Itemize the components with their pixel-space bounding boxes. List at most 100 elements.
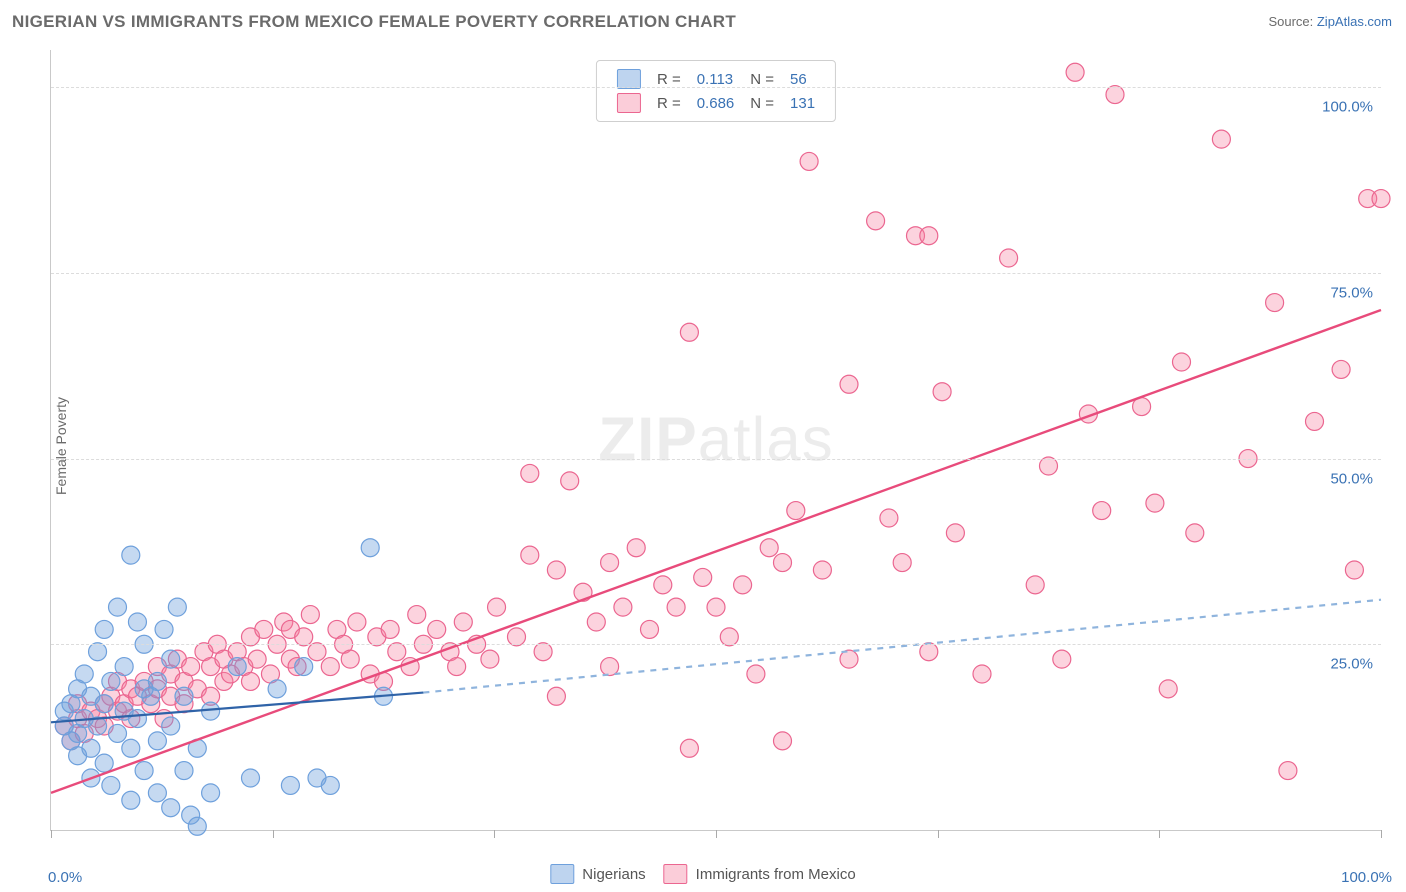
point-blue: [102, 776, 120, 794]
point-pink: [521, 546, 539, 564]
gridline: [51, 644, 1381, 645]
plot-area: ZIPatlas R = 0.113 N = 56 R = 0.686 N = …: [50, 50, 1381, 831]
point-pink: [341, 650, 359, 668]
point-blue: [162, 717, 180, 735]
point-blue: [228, 658, 246, 676]
point-blue: [148, 784, 166, 802]
point-pink: [920, 227, 938, 245]
point-pink: [1026, 576, 1044, 594]
point-pink: [1159, 680, 1177, 698]
x-axis-min-label: 0.0%: [48, 869, 82, 886]
point-pink: [1266, 294, 1284, 312]
point-blue: [75, 665, 93, 683]
trend-line-blue-dash: [423, 600, 1381, 693]
point-blue: [361, 539, 379, 557]
point-blue: [202, 784, 220, 802]
point-pink: [734, 576, 752, 594]
point-pink: [242, 672, 260, 690]
point-blue: [155, 620, 173, 638]
point-pink: [680, 739, 698, 757]
point-blue: [242, 769, 260, 787]
point-blue: [168, 598, 186, 616]
bottom-legend: Nigerians Immigrants from Mexico: [550, 864, 855, 884]
point-pink: [255, 620, 273, 638]
point-pink: [448, 658, 466, 676]
source-label: Source: ZipAtlas.com: [1268, 14, 1392, 29]
x-tick: [273, 830, 274, 838]
point-pink: [547, 687, 565, 705]
point-pink: [381, 620, 399, 638]
legend-r-label: R =: [649, 91, 689, 115]
point-pink: [534, 643, 552, 661]
gridline: [51, 459, 1381, 460]
point-pink: [601, 554, 619, 572]
point-pink: [1212, 130, 1230, 148]
point-pink: [694, 568, 712, 586]
point-blue: [122, 739, 140, 757]
point-pink: [348, 613, 366, 631]
source-prefix: Source:: [1268, 14, 1316, 29]
point-pink: [1000, 249, 1018, 267]
chart-container: NIGERIAN VS IMMIGRANTS FROM MEXICO FEMAL…: [0, 0, 1406, 892]
point-pink: [813, 561, 831, 579]
point-pink: [321, 658, 339, 676]
point-pink: [1345, 561, 1363, 579]
point-pink: [508, 628, 526, 646]
x-tick: [51, 830, 52, 838]
point-blue: [109, 598, 127, 616]
point-pink: [428, 620, 446, 638]
point-pink: [680, 323, 698, 341]
legend-row-pink: R = 0.686 N = 131: [609, 91, 823, 115]
point-pink: [308, 643, 326, 661]
point-pink: [561, 472, 579, 490]
point-blue: [188, 817, 206, 835]
point-blue: [175, 762, 193, 780]
point-pink: [641, 620, 659, 638]
source-link[interactable]: ZipAtlas.com: [1317, 14, 1392, 29]
point-pink: [587, 613, 605, 631]
point-blue: [162, 650, 180, 668]
gridline: [51, 87, 1381, 88]
point-blue: [175, 687, 193, 705]
chart-title: NIGERIAN VS IMMIGRANTS FROM MEXICO FEMAL…: [12, 12, 736, 32]
point-pink: [521, 464, 539, 482]
point-pink: [880, 509, 898, 527]
trend-line-pink: [51, 310, 1381, 793]
y-tick-label: 100.0%: [1322, 99, 1373, 116]
point-pink: [1306, 412, 1324, 430]
point-blue: [122, 791, 140, 809]
x-tick: [1381, 830, 1382, 838]
point-blue: [321, 776, 339, 794]
point-blue: [102, 672, 120, 690]
legend-n-label: N =: [742, 91, 782, 115]
point-pink: [547, 561, 565, 579]
y-tick-label: 50.0%: [1330, 470, 1373, 487]
point-pink: [1332, 360, 1350, 378]
point-blue: [95, 695, 113, 713]
point-pink: [840, 375, 858, 393]
point-pink: [454, 613, 472, 631]
point-pink: [1279, 762, 1297, 780]
legend-blue-name: Nigerians: [582, 866, 645, 883]
legend-pink-name: Immigrants from Mexico: [696, 866, 856, 883]
point-pink: [893, 554, 911, 572]
point-blue: [95, 754, 113, 772]
point-pink: [1066, 63, 1084, 81]
point-pink: [388, 643, 406, 661]
point-pink: [667, 598, 685, 616]
point-blue: [295, 658, 313, 676]
point-pink: [867, 212, 885, 230]
point-blue: [281, 776, 299, 794]
point-blue: [128, 613, 146, 631]
point-blue: [122, 546, 140, 564]
point-blue: [128, 710, 146, 728]
legend-item-blue: Nigerians: [550, 864, 645, 884]
point-pink: [488, 598, 506, 616]
point-pink: [1093, 502, 1111, 520]
point-pink: [800, 152, 818, 170]
correlation-legend: R = 0.113 N = 56 R = 0.686 N = 131: [596, 60, 836, 122]
point-pink: [627, 539, 645, 557]
point-pink: [182, 658, 200, 676]
x-tick: [494, 830, 495, 838]
swatch-pink-icon: [664, 864, 688, 884]
